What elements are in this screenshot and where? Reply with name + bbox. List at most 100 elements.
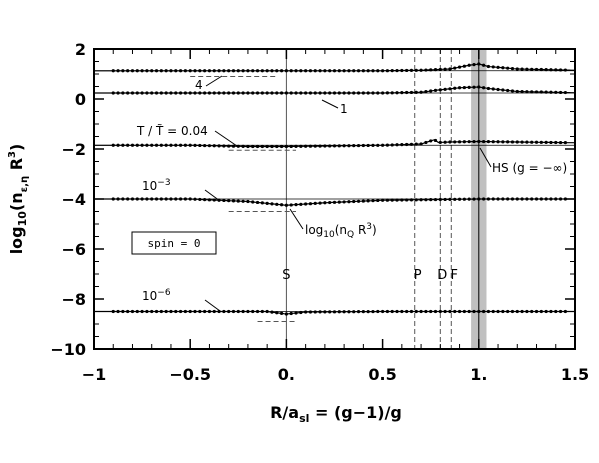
series-point-2 xyxy=(337,144,341,148)
series-point-0 xyxy=(558,68,563,72)
series-point-4 xyxy=(457,309,462,314)
series-point-2 xyxy=(217,144,221,148)
series-point-2 xyxy=(294,144,298,148)
series-point-4 xyxy=(429,309,433,314)
series-point-3 xyxy=(544,197,548,201)
series-point-3 xyxy=(429,198,433,202)
series-point-2 xyxy=(539,140,543,144)
series-point-0 xyxy=(313,69,317,73)
series-point-1 xyxy=(376,91,380,95)
series-point-1 xyxy=(164,91,168,95)
series-point-2 xyxy=(520,140,524,144)
series-point-3 xyxy=(448,197,452,201)
series-point-4 xyxy=(409,309,414,314)
series-point-0 xyxy=(496,65,500,69)
series-point-1 xyxy=(482,86,486,90)
series-point-4 xyxy=(212,309,216,314)
series-point-3 xyxy=(284,203,288,207)
series-point-3 xyxy=(198,197,202,202)
series-point-0 xyxy=(453,66,457,70)
series-point-1 xyxy=(356,91,361,95)
series-point-0 xyxy=(121,69,125,73)
series-point-4 xyxy=(178,309,183,314)
series-point-3 xyxy=(159,197,163,201)
series-point-0 xyxy=(491,65,495,69)
marker-label-f: F xyxy=(451,268,458,283)
series-point-2 xyxy=(304,144,308,148)
series-point-3 xyxy=(520,197,524,201)
marker-label-p: P xyxy=(414,268,422,283)
series-point-2 xyxy=(448,140,452,144)
series-point-3 xyxy=(433,197,438,202)
series-point-1 xyxy=(337,91,341,95)
series-point-1 xyxy=(352,91,356,95)
series-point-2 xyxy=(279,144,284,149)
y-tick-label: −10 xyxy=(50,340,86,359)
series-point-3 xyxy=(419,198,423,202)
series-point-1 xyxy=(443,87,447,91)
series-point-3 xyxy=(530,197,534,201)
series-point-1 xyxy=(275,91,279,95)
series-point-2 xyxy=(381,143,385,147)
series-point-2 xyxy=(352,144,356,148)
series-point-4 xyxy=(203,309,207,314)
series-point-3 xyxy=(154,197,159,201)
series-point-2 xyxy=(169,143,173,147)
series-point-0 xyxy=(438,67,442,72)
series-point-2 xyxy=(188,143,192,147)
series-point-1 xyxy=(433,88,438,92)
series-point-1 xyxy=(457,86,462,90)
series-point-1 xyxy=(424,90,428,94)
series-point-1 xyxy=(501,88,505,92)
series-point-4 xyxy=(515,309,519,314)
series-point-2 xyxy=(563,141,567,145)
series-point-4 xyxy=(227,309,231,314)
series-point-3 xyxy=(299,202,303,206)
series-point-2 xyxy=(174,143,178,147)
series-point-4 xyxy=(530,309,534,314)
series-point-3 xyxy=(414,198,418,202)
series-point-0 xyxy=(159,69,163,73)
series-point-1 xyxy=(255,91,260,95)
series-point-1 xyxy=(400,91,404,95)
series-point-1 xyxy=(347,91,351,95)
y-tick-label: 0 xyxy=(75,90,86,109)
series-point-1 xyxy=(222,91,226,95)
series-point-2 xyxy=(284,144,288,149)
series-point-1 xyxy=(515,89,519,94)
series-point-4 xyxy=(265,309,269,314)
series-point-0 xyxy=(116,69,120,73)
series-point-1 xyxy=(520,90,524,94)
series-point-2 xyxy=(164,143,168,147)
series-point-2 xyxy=(222,144,226,148)
series-leader-1e-6 xyxy=(204,299,221,312)
series-point-2 xyxy=(506,140,510,144)
series-point-0 xyxy=(188,69,192,73)
series-point-0 xyxy=(265,69,269,73)
series-point-1 xyxy=(506,88,510,93)
series-point-2 xyxy=(328,144,332,148)
series-point-1 xyxy=(323,91,327,95)
series-point-0 xyxy=(193,69,197,73)
series-point-4 xyxy=(506,309,510,314)
series-point-1 xyxy=(236,91,240,95)
series-point-1 xyxy=(563,90,567,95)
series-point-0 xyxy=(400,68,404,73)
series-point-0 xyxy=(486,64,491,69)
series-point-3 xyxy=(279,203,284,207)
series-point-0 xyxy=(284,69,288,73)
series-point-2 xyxy=(198,143,202,148)
series-point-2 xyxy=(549,140,553,145)
series-point-2 xyxy=(227,144,231,148)
series-point-1 xyxy=(539,90,543,94)
series-point-0 xyxy=(525,67,529,71)
series-point-3 xyxy=(385,198,390,202)
series-point-3 xyxy=(525,197,529,201)
nq-label: log10(nQ R3) xyxy=(305,222,377,240)
series-point-1 xyxy=(279,91,284,95)
series-point-0 xyxy=(231,69,236,73)
series-label-1e-6: 10−6 xyxy=(142,288,171,303)
series-point-4 xyxy=(361,310,365,314)
series-point-3 xyxy=(231,199,236,203)
series-point-0 xyxy=(467,63,471,67)
